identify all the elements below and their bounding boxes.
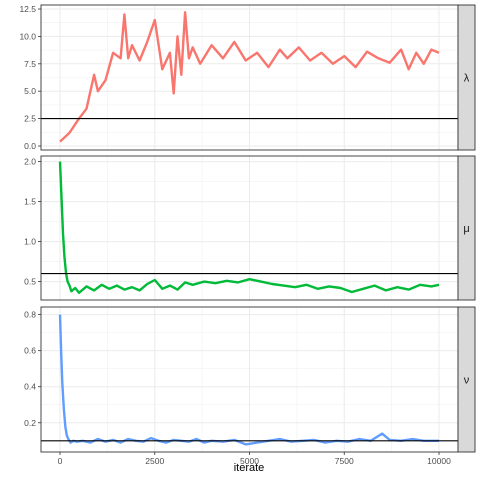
facet-strip-label: ν (464, 375, 470, 387)
trace-line (58, 161, 440, 294)
y-tick-label: 12.5 (19, 4, 36, 14)
facet-strip (457, 306, 476, 453)
y-tick-label: 7.5 (24, 59, 36, 69)
y-tick-label: 2.5 (24, 114, 36, 124)
x-tick-label: 10000 (427, 456, 451, 466)
y-tick-label: 0.8 (24, 310, 36, 320)
x-tick-label: 0 (58, 456, 63, 466)
x-tick-label: 7500 (335, 456, 354, 466)
y-tick-label: 0.0 (24, 141, 36, 151)
x-axis-title: iterate (234, 462, 265, 474)
facet-strip-label: λ (464, 73, 470, 85)
trace-line (59, 11, 440, 143)
y-tick-label: 5.0 (24, 86, 36, 96)
panel-2: 0.5 1.0 1.5 2.0 μ (24, 155, 476, 301)
x-tick-label: 2500 (145, 456, 164, 466)
y-tick-label: 0.2 (24, 418, 36, 428)
y-tick-label: 10.0 (19, 31, 36, 41)
y-tick-label: 0.5 (24, 277, 36, 287)
x-tick-label: 5000 (240, 456, 259, 466)
y-tick-label: 0.6 (24, 346, 36, 356)
facet-strip (457, 4, 476, 151)
facet-strip (457, 155, 476, 301)
y-tick-label: 0.4 (24, 382, 36, 392)
panel-3: 0.2 0.4 0.6 0.8 ν 0 2500 5000 7500 10000 (24, 306, 476, 466)
y-tick-label: 2.0 (24, 157, 36, 167)
y-tick-label: 1.5 (24, 197, 36, 207)
facet-strip-label: μ (463, 223, 469, 235)
panel-1: 0.0 2.5 5.0 7.5 10.0 12.5 λ (19, 4, 476, 151)
y-tick-label: 1.0 (24, 237, 36, 247)
